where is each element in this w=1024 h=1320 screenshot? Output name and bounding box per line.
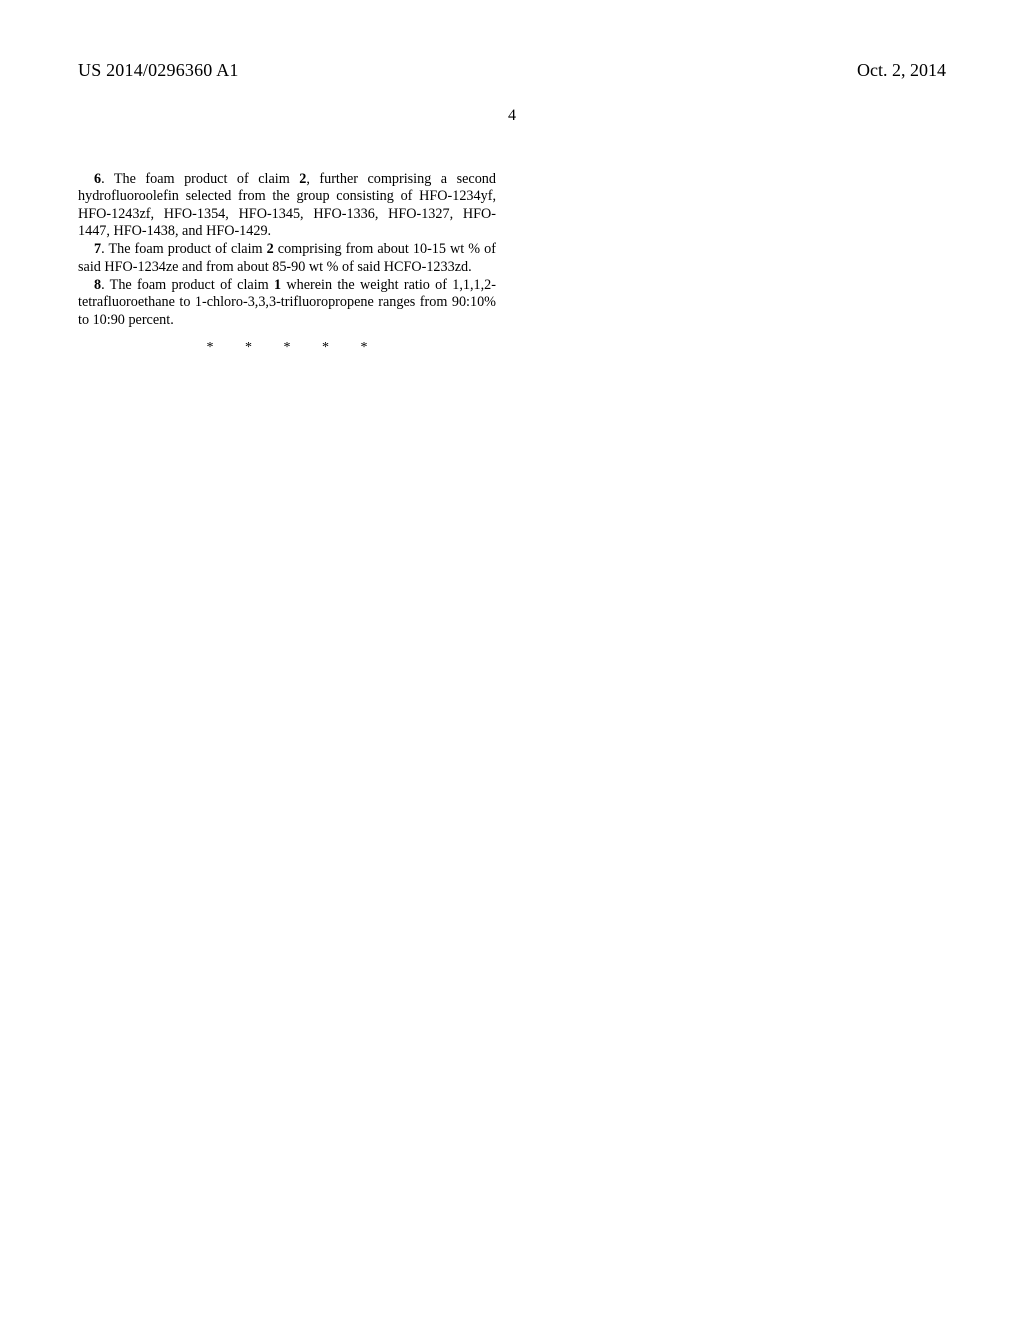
page-header: US 2014/0296360 A1 Oct. 2, 2014 [78,60,946,81]
claim-ref: 1 [274,277,281,293]
publication-date: Oct. 2, 2014 [857,60,946,81]
claims-column: 6. The foam product of claim 2, further … [78,171,496,356]
claim-8: 8. The foam product of claim 1 wherein t… [78,277,496,329]
page-number: 4 [78,107,946,125]
claim-text-before: . The foam product of claim [101,277,274,293]
publication-number: US 2014/0296360 A1 [78,60,239,81]
claim-ref: 2 [267,241,274,257]
claim-6: 6. The foam product of claim 2, further … [78,171,496,240]
claim-7: 7. The foam product of claim 2 comprisin… [78,241,496,276]
claim-text-before: . The foam product of claim [101,171,299,187]
claim-text-before: . The foam product of claim [101,241,267,257]
end-marks: * * * * * [78,339,496,356]
